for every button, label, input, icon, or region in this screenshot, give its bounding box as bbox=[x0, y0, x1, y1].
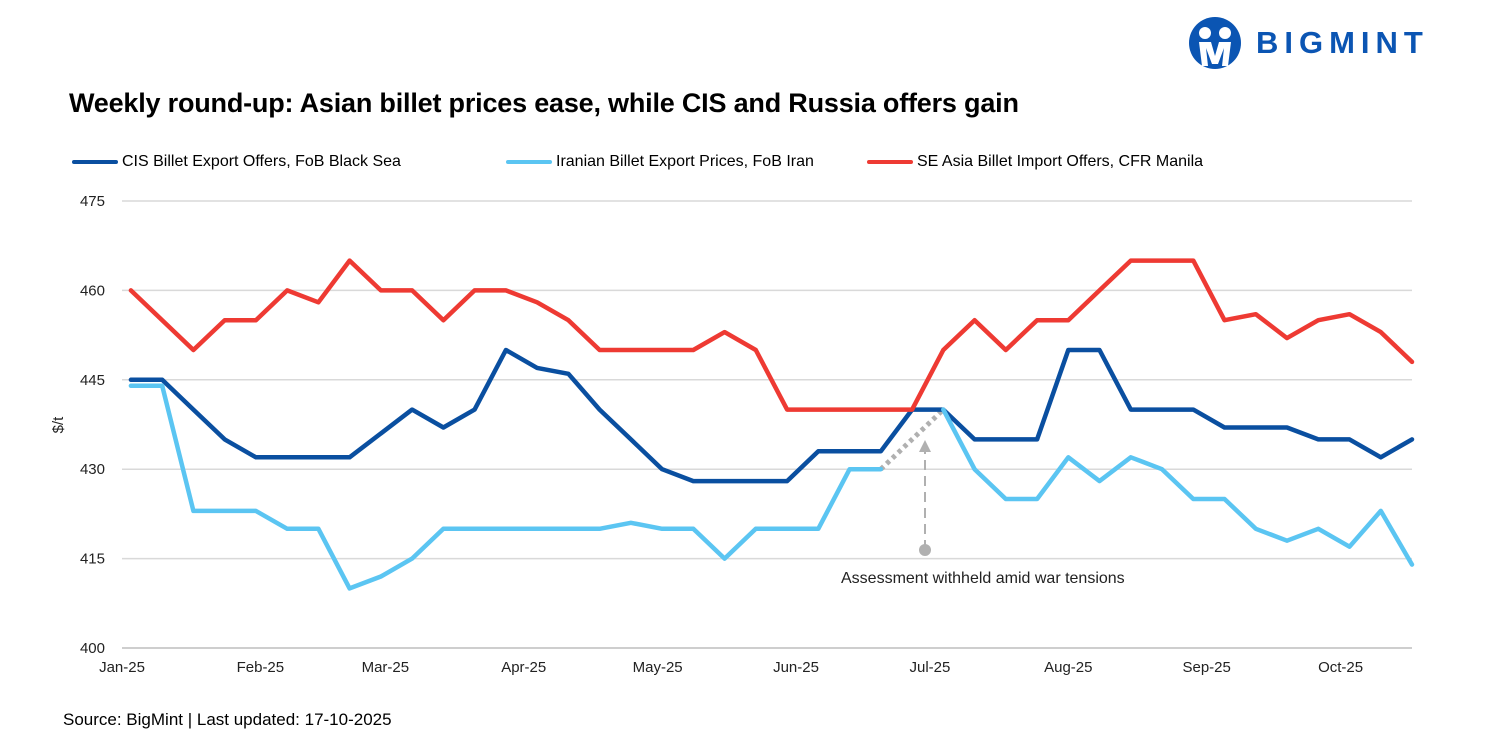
logo-icon bbox=[1189, 17, 1241, 69]
x-tick-label: Jun-25 bbox=[773, 659, 819, 676]
legend-item-iran: Iranian Billet Export Prices, FoB Iran bbox=[506, 153, 814, 171]
annotation-dot bbox=[919, 544, 931, 556]
legend-label-iran: Iranian Billet Export Prices, FoB Iran bbox=[556, 153, 814, 170]
x-tick-label: Aug-25 bbox=[1044, 659, 1092, 676]
legend-item-seasia: SE Asia Billet Import Offers, CFR Manila bbox=[867, 153, 1203, 171]
legend-swatch-cis bbox=[72, 160, 118, 164]
annotation-arrow-head bbox=[919, 440, 931, 452]
y-tick-label: 430 bbox=[80, 461, 105, 478]
x-tick-label: Mar-25 bbox=[362, 659, 410, 676]
x-tick-label: May-25 bbox=[633, 659, 683, 676]
x-tick-label: Jul-25 bbox=[909, 659, 950, 676]
series-line-cis bbox=[128, 347, 1415, 484]
x-tick-label: Oct-25 bbox=[1318, 659, 1363, 676]
legend-swatch-seasia bbox=[867, 160, 913, 164]
annotation-dotted-gap bbox=[879, 407, 946, 472]
source-note: Source: BigMint | Last updated: 17-10-20… bbox=[63, 710, 392, 729]
y-tick-label: 460 bbox=[80, 282, 105, 299]
chart-title: Weekly round-up: Asian billet prices eas… bbox=[69, 88, 1019, 118]
logo-text: BIGMINT bbox=[1256, 25, 1429, 60]
series-line-iran bbox=[128, 383, 1415, 591]
legend-swatch-iran bbox=[506, 160, 552, 164]
x-tick-label: Sep-25 bbox=[1182, 659, 1230, 676]
x-tick-label: Jan-25 bbox=[99, 659, 145, 676]
series-line-seasia bbox=[128, 258, 1415, 412]
annotation-text: Assessment withheld amid war tensions bbox=[841, 570, 1125, 587]
legend-label-seasia: SE Asia Billet Import Offers, CFR Manila bbox=[917, 153, 1204, 170]
bigmint-logo: BIGMINT bbox=[1188, 16, 1429, 70]
y-tick-label: 445 bbox=[80, 372, 105, 389]
y-tick-label: 475 bbox=[80, 193, 105, 210]
x-tick-label: Feb-25 bbox=[237, 659, 285, 676]
x-tick-label: Apr-25 bbox=[501, 659, 546, 676]
y-tick-label: 415 bbox=[80, 551, 105, 568]
y-tick-label: 400 bbox=[80, 640, 105, 657]
legend-label-cis: CIS Billet Export Offers, FoB Black Sea bbox=[122, 153, 401, 170]
legend-item-cis: CIS Billet Export Offers, FoB Black Sea bbox=[72, 153, 401, 171]
y-axis-label: $/t bbox=[50, 416, 67, 434]
